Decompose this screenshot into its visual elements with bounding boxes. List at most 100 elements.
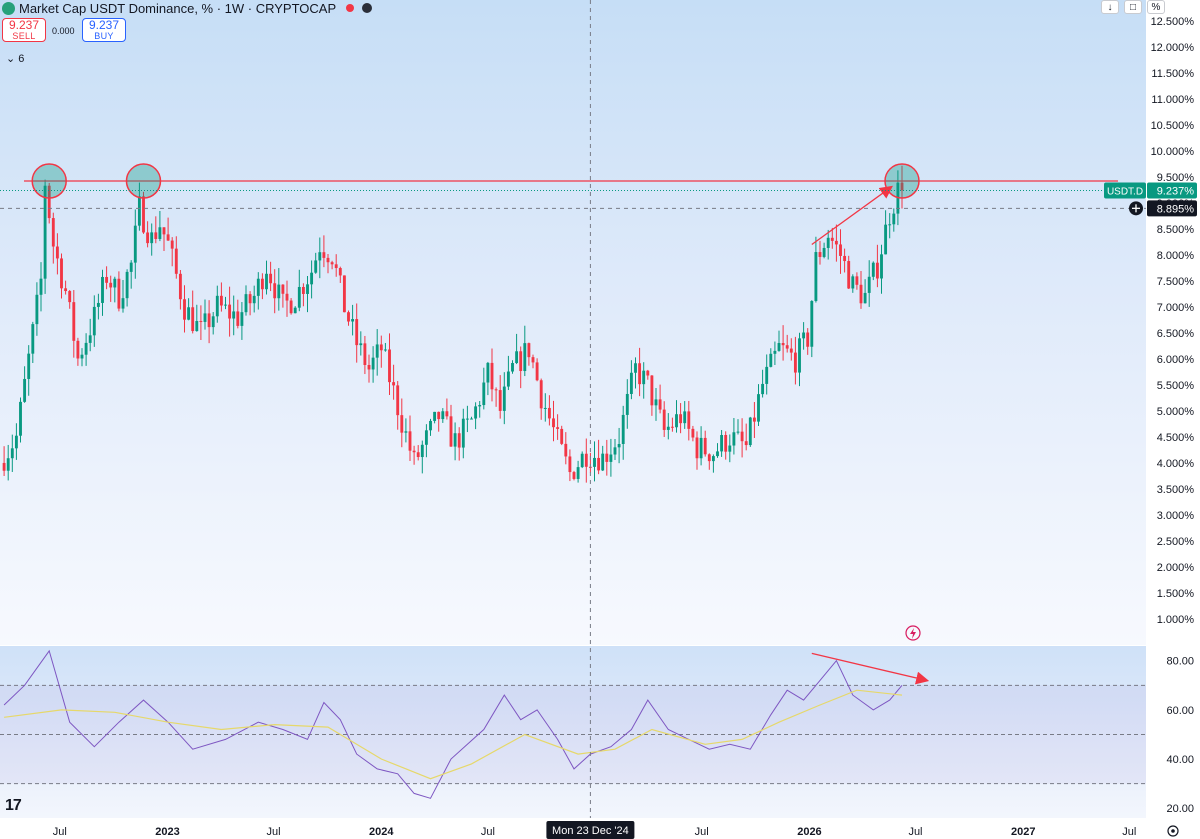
candle-body bbox=[465, 418, 469, 420]
candle-body bbox=[14, 435, 18, 449]
candle-body bbox=[277, 284, 281, 299]
candle-body bbox=[10, 448, 14, 459]
candle-body bbox=[703, 437, 707, 455]
candle bbox=[68, 290, 72, 309]
candle bbox=[863, 279, 867, 304]
y-axis[interactable]: 12.500% 12.000% 11.500% 11.000% 10.500% 10.00… bbox=[1151, 16, 1195, 626]
candle bbox=[96, 293, 100, 320]
candle-body bbox=[355, 319, 359, 346]
candle bbox=[113, 276, 117, 303]
candle-body bbox=[863, 292, 867, 304]
x-axis[interactable]: Jul 2023 Jul 2024 Jul Jul 2026 Jul 2027 Jul bbox=[53, 826, 1137, 838]
candle-body bbox=[556, 427, 560, 429]
percent-scale-button[interactable]: % bbox=[1147, 0, 1165, 14]
candle bbox=[424, 424, 428, 458]
rsi-axis[interactable]: 80.00 60.00 40.00 20.00 bbox=[1166, 656, 1194, 815]
candle bbox=[453, 422, 457, 461]
candle bbox=[429, 418, 432, 436]
data-status-icon[interactable] bbox=[362, 3, 373, 13]
candle-body bbox=[396, 385, 400, 416]
candle bbox=[470, 416, 473, 420]
candle-body bbox=[314, 260, 318, 273]
candle-body bbox=[338, 268, 342, 276]
candle bbox=[547, 395, 551, 426]
y-tick-label: 11.500% bbox=[1151, 68, 1194, 80]
candle bbox=[84, 333, 88, 366]
candle-body bbox=[855, 276, 859, 285]
candle-body bbox=[728, 445, 732, 452]
candle-body bbox=[211, 316, 215, 328]
candle-body bbox=[486, 362, 490, 383]
candle bbox=[88, 318, 92, 352]
candle-body bbox=[55, 246, 59, 259]
candle-body bbox=[638, 363, 642, 385]
candle bbox=[236, 299, 240, 329]
candle bbox=[847, 255, 851, 289]
tradingview-logo-icon[interactable]: 17 bbox=[5, 797, 22, 814]
candle bbox=[158, 210, 162, 242]
candle-body bbox=[724, 435, 728, 452]
candle-body bbox=[814, 252, 818, 302]
candle-body bbox=[470, 418, 473, 420]
x-tick-label: Jul bbox=[695, 826, 709, 838]
candle bbox=[228, 286, 232, 337]
candle-body bbox=[392, 382, 396, 386]
candle-body bbox=[166, 234, 170, 241]
candle-body bbox=[744, 441, 748, 446]
candle-body bbox=[322, 252, 326, 258]
candle bbox=[494, 387, 498, 407]
candle-body bbox=[457, 433, 461, 448]
x-tick-label: 2027 bbox=[1011, 826, 1035, 838]
candle bbox=[642, 362, 646, 399]
candle-body bbox=[654, 399, 658, 406]
candle bbox=[465, 405, 469, 433]
symbol-title[interactable]: Market Cap USDT Dominance, % · 1W · CRYP… bbox=[19, 0, 337, 16]
candle bbox=[10, 434, 14, 472]
candle-body bbox=[445, 411, 449, 417]
candle-body bbox=[150, 232, 154, 244]
candle-body bbox=[646, 370, 650, 376]
candle-body bbox=[757, 394, 760, 422]
arrow-down-icon[interactable]: ↓ bbox=[1101, 0, 1119, 14]
candle bbox=[445, 398, 449, 420]
candle bbox=[14, 423, 18, 460]
cursor-price-bg bbox=[1147, 200, 1197, 217]
candle bbox=[314, 252, 318, 274]
candle bbox=[744, 423, 748, 451]
candle bbox=[724, 431, 728, 460]
candle-body bbox=[826, 237, 830, 248]
candle-body bbox=[64, 288, 68, 292]
candle-body bbox=[502, 386, 506, 411]
candle bbox=[818, 240, 822, 265]
indicators-collapse-toggle[interactable]: ⌄ 6 bbox=[6, 52, 24, 65]
candle bbox=[363, 335, 367, 375]
y-tick-label: 4.000% bbox=[1157, 458, 1195, 470]
y-tick-label: 1.000% bbox=[1157, 614, 1195, 626]
y-tick-label: 12.500% bbox=[1151, 16, 1195, 28]
bracket-icon[interactable]: □ bbox=[1124, 0, 1142, 14]
candle-body bbox=[650, 375, 654, 406]
candle bbox=[605, 439, 609, 476]
x-tick-label: 2024 bbox=[369, 826, 394, 838]
price-tag: 9.237% bbox=[1157, 186, 1195, 198]
candle bbox=[117, 271, 121, 312]
candle-body bbox=[683, 411, 687, 424]
candle bbox=[793, 336, 797, 385]
candle-body bbox=[23, 378, 27, 402]
candle-body bbox=[781, 343, 785, 346]
candle bbox=[728, 434, 732, 463]
y-tick-label: 8.000% bbox=[1157, 250, 1195, 262]
sell-button[interactable]: 9.237 SELL bbox=[2, 18, 46, 42]
candle-body bbox=[609, 454, 613, 462]
buy-button[interactable]: 9.237 BUY bbox=[82, 18, 126, 42]
candle-body bbox=[96, 302, 100, 307]
candle-body bbox=[511, 363, 514, 372]
candle-body bbox=[900, 182, 904, 191]
candle bbox=[519, 346, 523, 389]
market-closed-dot-icon bbox=[346, 4, 355, 12]
candle-body bbox=[515, 351, 519, 364]
candle bbox=[183, 285, 186, 333]
rsi-line bbox=[3, 649, 903, 799]
